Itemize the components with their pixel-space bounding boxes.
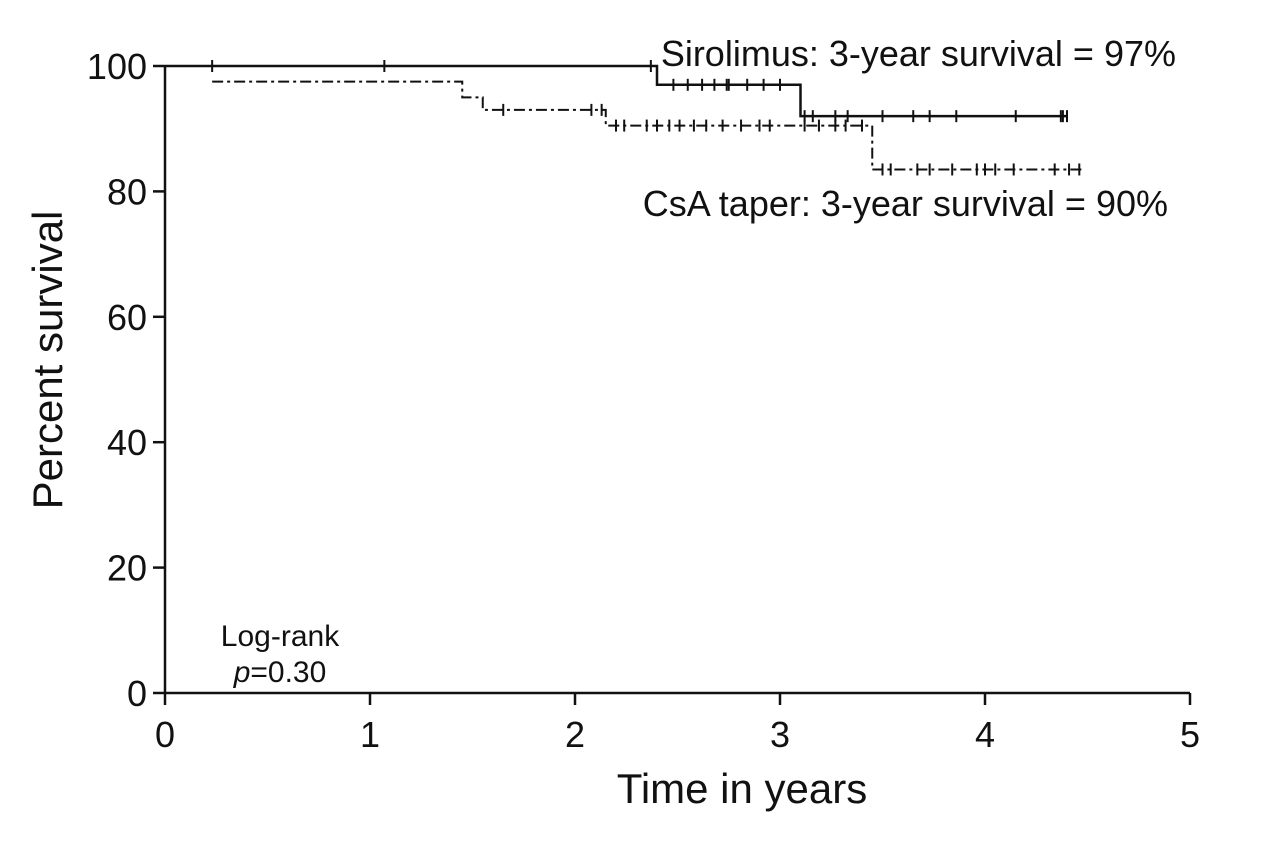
y-tick-label: 100 <box>87 46 147 87</box>
csa-taper-survival-line <box>212 80 1084 171</box>
x-tick-label: 5 <box>1180 714 1200 755</box>
tick-group: 0 1 2 3 4 5 0 20 40 60 80 100 <box>87 46 1200 755</box>
p-symbol: p <box>233 656 251 689</box>
p-value: =0.30 <box>250 656 326 689</box>
y-axis-title: Percent survival <box>24 211 71 510</box>
axes <box>163 66 1190 695</box>
series-layer <box>165 60 1084 176</box>
x-tick-label: 2 <box>565 714 585 755</box>
x-tick-label: 0 <box>155 714 175 755</box>
p-value-label: p=0.30 <box>233 656 327 689</box>
sirolimus-annotation: Sirolimus: 3-year survival = 97% <box>661 33 1176 74</box>
x-tick-label: 4 <box>975 714 995 755</box>
logrank-label: Log-rank <box>221 620 340 653</box>
y-tick-label: 0 <box>127 673 147 714</box>
y-tick-label: 60 <box>107 297 147 338</box>
y-tick-label: 20 <box>107 548 147 589</box>
y-tick-label: 40 <box>107 422 147 463</box>
csa-annotation: CsA taper: 3-year survival = 90% <box>643 183 1168 224</box>
x-tick-label: 3 <box>770 714 790 755</box>
y-tick-label: 80 <box>107 171 147 212</box>
x-axis-title: Time in years <box>617 765 868 812</box>
x-tick-label: 1 <box>360 714 380 755</box>
